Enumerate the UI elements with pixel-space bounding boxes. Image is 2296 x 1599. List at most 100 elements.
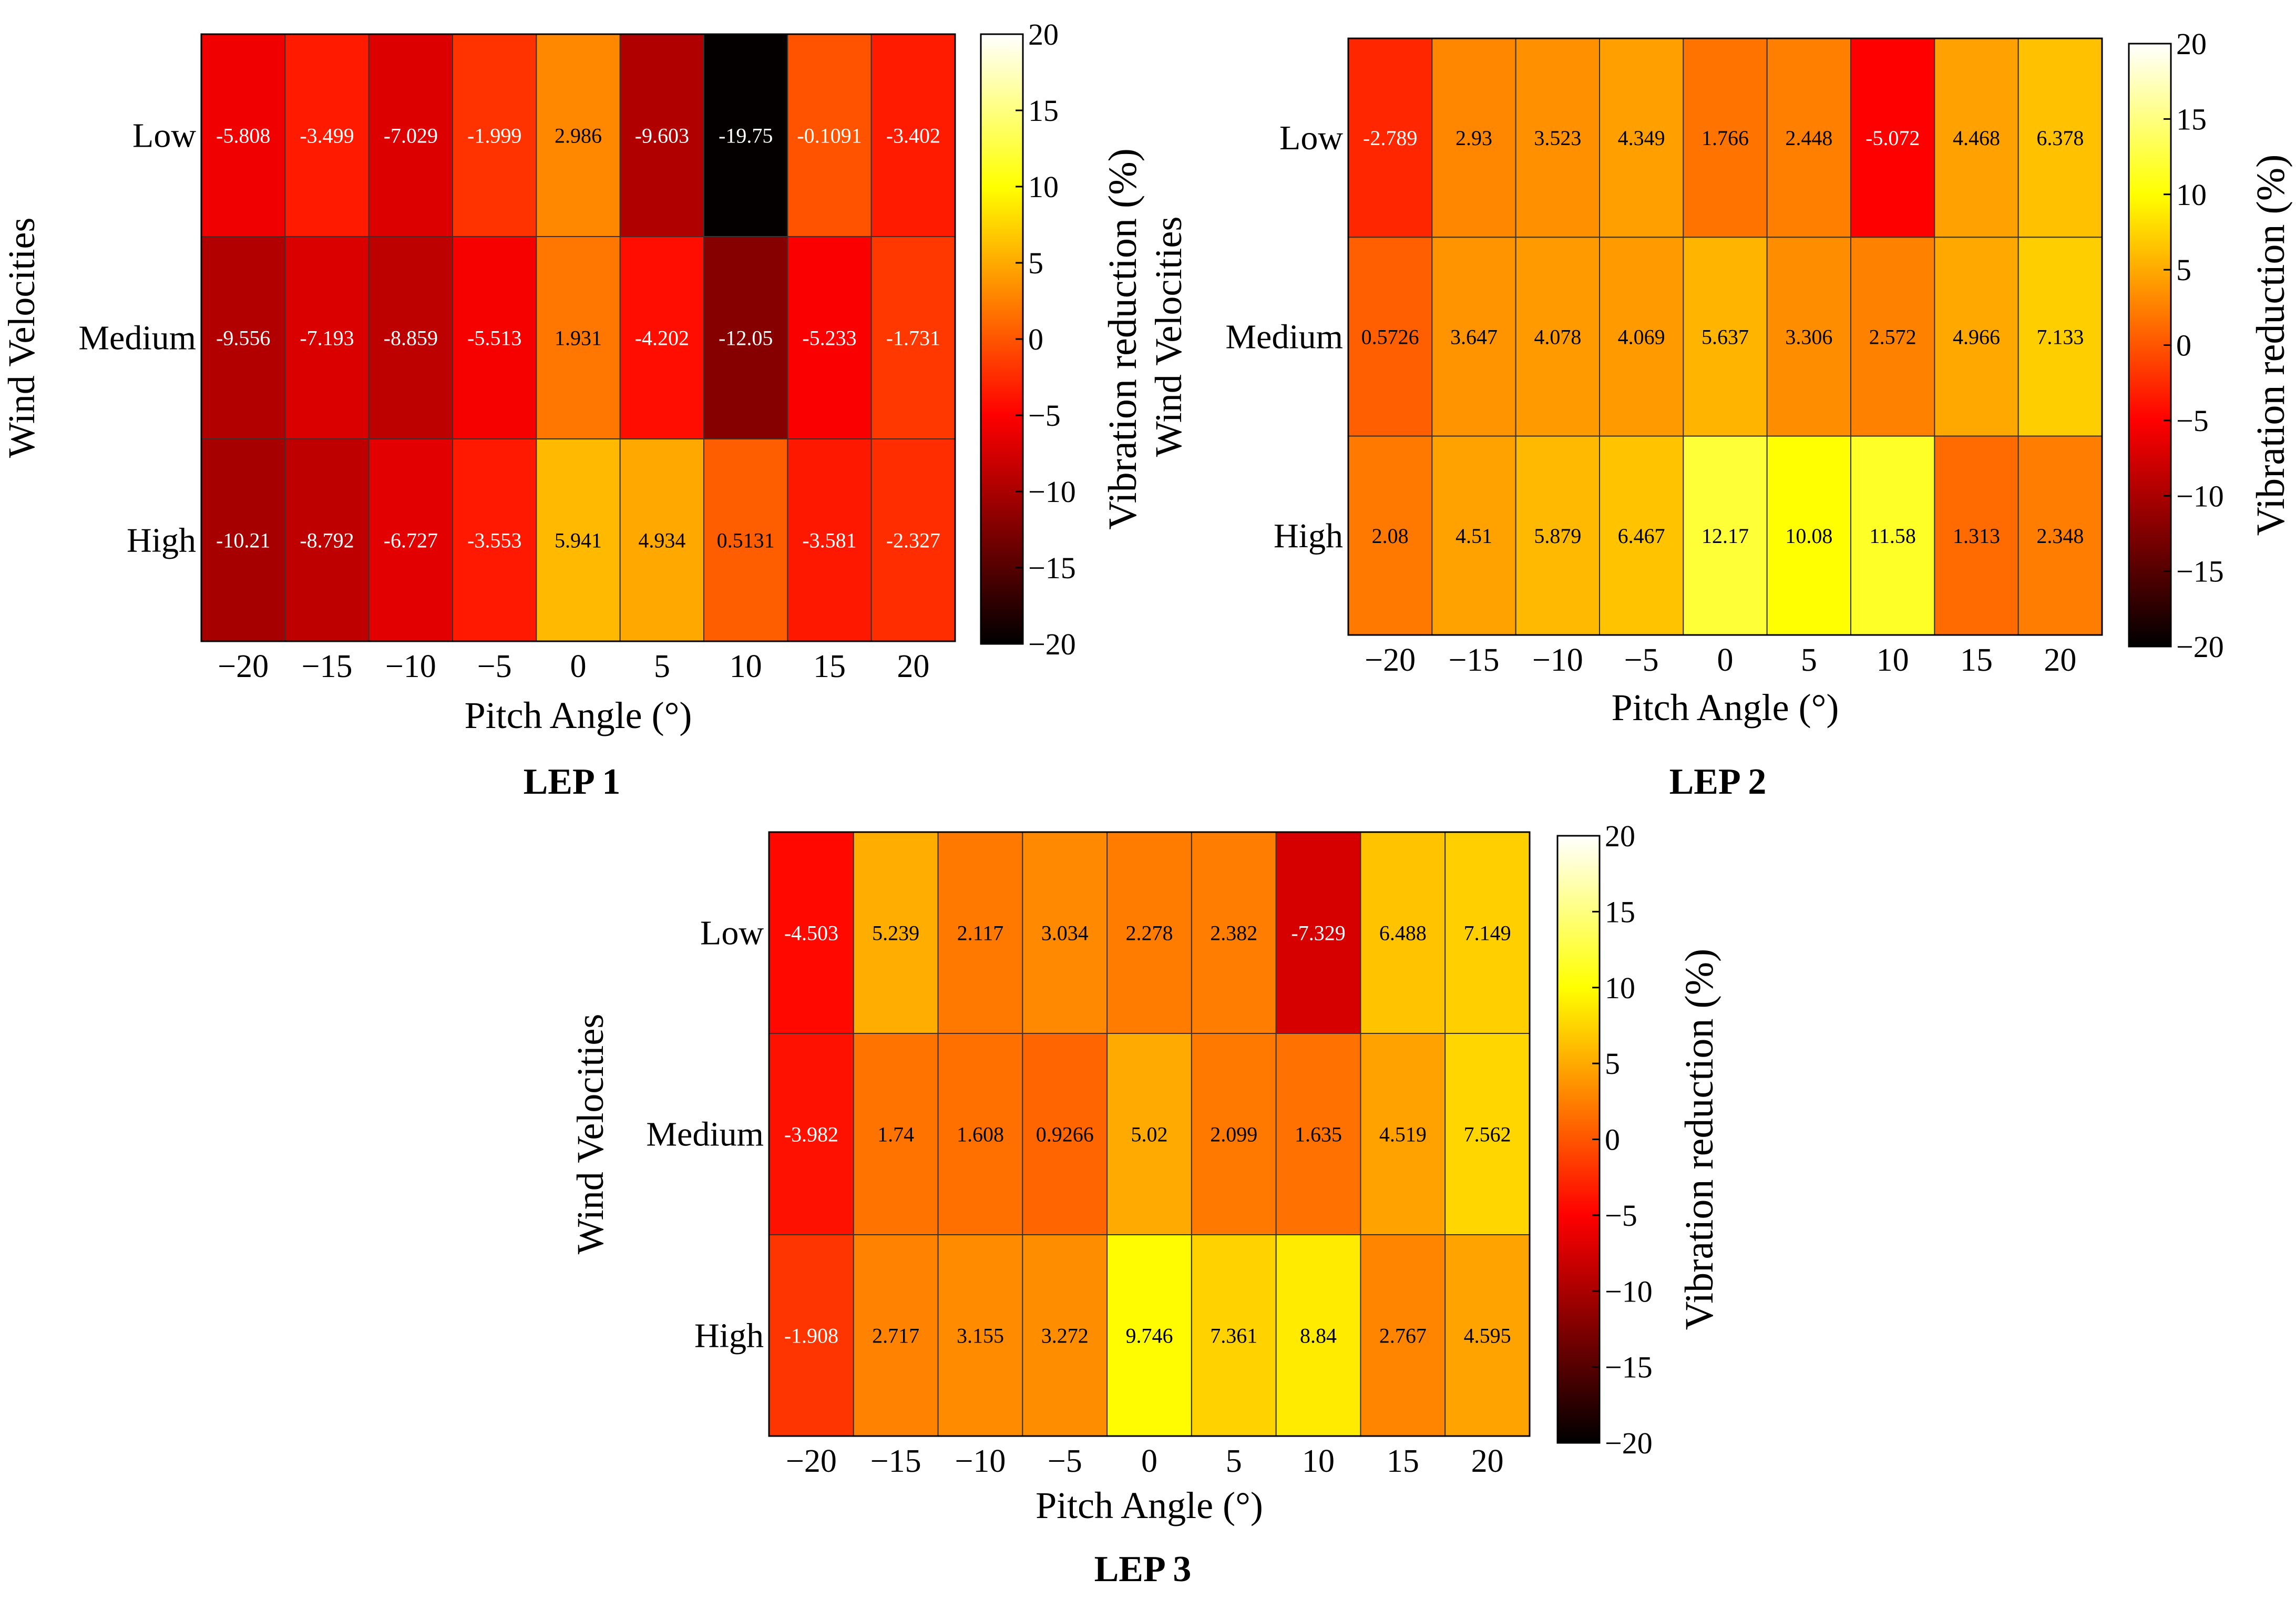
y-tick-label: Low — [132, 117, 196, 155]
x-tick-label: 0 — [1141, 1443, 1157, 1479]
cell-value-label: 2.717 — [872, 1324, 919, 1348]
heatmap-cell — [1348, 38, 1433, 238]
cell-value-label: 1.74 — [877, 1123, 914, 1146]
x-tick-label: 0 — [1717, 642, 1734, 678]
cell-value-label: 2.572 — [1869, 325, 1916, 349]
cell-value-label: -2.789 — [1363, 126, 1417, 150]
cell-value-label: 7.562 — [1464, 1123, 1511, 1146]
cell-value-label: 2.93 — [1456, 126, 1492, 150]
heatmap-cell — [1191, 1234, 1277, 1437]
colorbar-tick-label: −5 — [1605, 1198, 1637, 1233]
heatmap-cell — [201, 34, 286, 237]
cell-value-label: -9.556 — [216, 326, 270, 350]
cell-value-label: -3.402 — [886, 124, 940, 148]
colorbar-tick-label: 5 — [2176, 253, 2191, 287]
colorbar-tick-label: 0 — [1605, 1123, 1620, 1157]
cell-value-label: -10.21 — [216, 529, 270, 552]
cell-value-label: 2.117 — [957, 921, 1004, 945]
cell-value-label: 2.278 — [1126, 921, 1173, 945]
cell-value-label: 3.272 — [1041, 1324, 1089, 1348]
cell-value-label: 9.746 — [1126, 1324, 1173, 1348]
heatmap-cell — [1683, 38, 1768, 238]
heatmap-cell — [1360, 832, 1446, 1034]
cell-value-label: 7.361 — [1210, 1324, 1257, 1348]
heatmap-cell — [452, 438, 537, 642]
x-tick-label: 10 — [1877, 642, 1909, 678]
plot-frame — [768, 831, 1531, 1437]
cell-value-label: 0.5726 — [1361, 325, 1419, 349]
heatmap-panel-2: -2.789 2.93 3.523 4.349 1.766 2.448 -5.072 4.46… — [1147, 27, 2293, 802]
cell-value-label: 4.519 — [1379, 1123, 1427, 1146]
heatmap-cell — [1275, 1234, 1361, 1437]
heatmap-cell — [1106, 832, 1192, 1034]
colorbar-tick-label: −5 — [2176, 404, 2209, 438]
heatmap-cell — [1022, 1234, 1108, 1437]
heatmap-cell — [1850, 237, 1935, 437]
x-axis-label: Pitch Angle (°) — [1612, 686, 1839, 729]
x-tick-label: −10 — [955, 1443, 1006, 1479]
cell-value-label: 4.468 — [1953, 126, 2000, 150]
cell-value-label: 2.348 — [2036, 524, 2084, 548]
colorbar-tick-label: −10 — [1028, 475, 1076, 509]
heatmap-panel-3: -4.503 5.239 2.117 3.034 2.278 2.382 -7.329 6.4… — [569, 819, 1721, 1590]
colorbar-tick-label: −15 — [1028, 551, 1076, 585]
heatmap-cell — [787, 34, 872, 237]
x-axis-label: Pitch Angle (°) — [1036, 1484, 1263, 1526]
heatmap-cell — [703, 438, 788, 642]
x-tick-label: 10 — [730, 649, 762, 684]
cell-value-label: 5.879 — [1534, 524, 1581, 548]
heatmap-cell — [536, 34, 621, 237]
y-axis-label: Wind Velocities — [1, 218, 43, 458]
cell-value-label: 4.078 — [1534, 325, 1581, 349]
heatmap-cell — [703, 236, 788, 439]
heatmap-cell — [1683, 237, 1768, 437]
cell-value-label: 1.608 — [957, 1123, 1004, 1146]
colorbar-tick-label: 0 — [1028, 322, 1043, 356]
cell-value-label: 3.155 — [957, 1324, 1004, 1348]
colorbar-tick-label: 5 — [1605, 1047, 1620, 1081]
heatmap-cell — [1934, 435, 2019, 636]
cell-value-label: -5.808 — [216, 124, 270, 148]
heatmap-cell — [1934, 38, 2019, 238]
x-tick-label: 0 — [570, 649, 587, 684]
heatmap-cell — [619, 236, 704, 439]
cell-value-label: -7.029 — [384, 124, 438, 148]
heatmap-cell — [368, 438, 454, 642]
cell-value-label: 2.767 — [1379, 1324, 1427, 1348]
cell-value-label: -8.859 — [384, 326, 438, 350]
cell-value-label: -2.327 — [886, 529, 940, 552]
plot-frame — [1347, 37, 2103, 636]
cell-value-label: -1.731 — [886, 326, 940, 350]
x-tick-label: −10 — [1532, 642, 1583, 678]
cell-value-label: 4.966 — [1953, 325, 2000, 349]
plot-frame — [200, 33, 956, 642]
heatmap-cell — [1515, 38, 1601, 238]
cell-value-label: 12.17 — [1702, 524, 1749, 548]
cell-value-label: 4.51 — [1456, 524, 1492, 548]
x-tick-label: −20 — [218, 649, 269, 684]
heatmap-cell — [1766, 435, 1852, 636]
cell-value-label: -1.999 — [467, 124, 521, 148]
cell-value-label: -8.792 — [300, 529, 354, 552]
cell-value-label: 10.08 — [1785, 524, 1832, 548]
heatmap-cell — [1431, 38, 1516, 238]
heatmap-cell — [937, 832, 1023, 1034]
heatmap-panel-1: -5.808 -3.499 -7.029 -1.999 2.986 -9.603 -19.7… — [1, 17, 1145, 802]
x-tick-label: 5 — [1226, 1443, 1242, 1479]
colorbar — [2128, 43, 2172, 648]
x-tick-label: −15 — [302, 649, 353, 684]
colorbar-tick-label: −20 — [1605, 1426, 1653, 1460]
x-tick-label: 20 — [897, 649, 929, 684]
heatmap-cell — [536, 236, 621, 439]
cell-value-label: 4.595 — [1464, 1324, 1511, 1348]
colorbar-tick-label: 10 — [1605, 971, 1635, 1005]
x-tick-label: 15 — [1960, 642, 1993, 678]
cell-value-label: 3.306 — [1785, 325, 1832, 349]
cell-value-label: -5.072 — [1866, 126, 1920, 150]
cell-value-label: 3.647 — [1450, 325, 1498, 349]
heatmap-cell — [368, 236, 454, 439]
heatmap-cell — [1850, 435, 1935, 636]
cell-value-label: 6.488 — [1379, 921, 1427, 945]
heatmap-cell — [1599, 435, 1684, 636]
colorbar-tick-label: 15 — [1028, 94, 1059, 128]
